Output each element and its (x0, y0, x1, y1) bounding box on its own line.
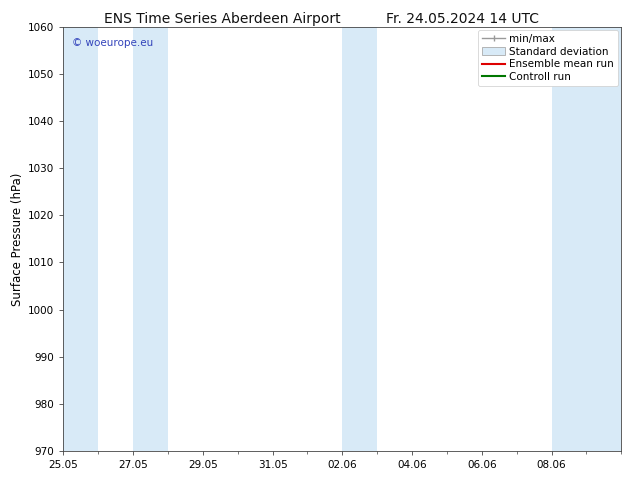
Bar (63, 27, 98, 451)
Bar (342, 27, 377, 451)
Legend: min/max, Standard deviation, Ensemble mean run, Controll run: min/max, Standard deviation, Ensemble me… (478, 30, 618, 86)
Y-axis label: Surface Pressure (hPa): Surface Pressure (hPa) (11, 172, 24, 306)
Bar (133, 27, 168, 451)
Text: © woeurope.eu: © woeurope.eu (72, 38, 153, 48)
Text: ENS Time Series Aberdeen Airport: ENS Time Series Aberdeen Airport (103, 12, 340, 26)
Text: Fr. 24.05.2024 14 UTC: Fr. 24.05.2024 14 UTC (386, 12, 540, 26)
Bar (552, 27, 621, 451)
